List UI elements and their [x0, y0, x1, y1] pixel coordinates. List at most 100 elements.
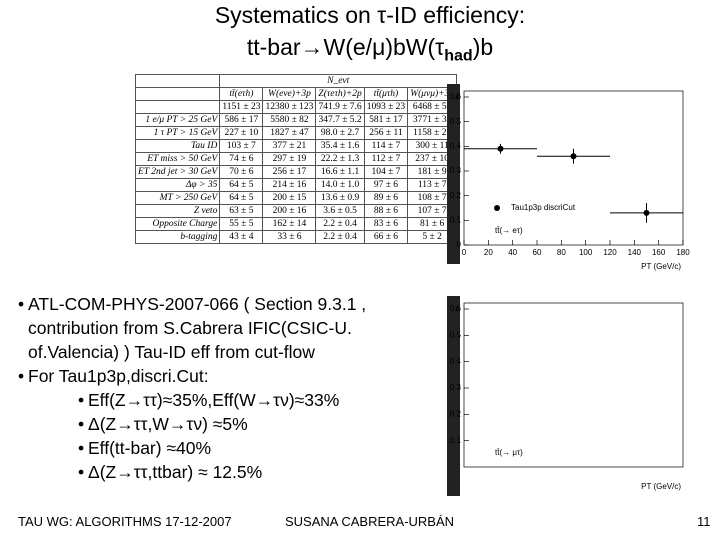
x-tick-label: 80: [557, 248, 566, 257]
y-tick-label: 0.4: [450, 357, 462, 366]
row-label: [134, 100, 221, 114]
table-row: Z veto 63 ± 5 200 ± 16 3.6 ± 0.5 88 ± 6 107 ±…: [134, 204, 458, 218]
table-cell: 5580 ± 82: [262, 113, 317, 127]
table-cell: 103 ± 7: [219, 139, 264, 153]
data-point: [570, 153, 577, 160]
edge-bar: [447, 296, 460, 496]
column-header: Z(τeτh)+2p: [315, 87, 365, 101]
row-label: 1 e/μ PT > 25 GeV: [134, 113, 221, 127]
row-label: MT > 250 GeV: [134, 191, 221, 205]
table-cell: 741.9 ± 7.6: [315, 100, 365, 114]
y-tick-label: 0: [457, 240, 462, 249]
bullet-list: ATL-COM-PHYS-2007-066 ( Section 9.3.1 , …: [18, 292, 438, 484]
bullet: For Tau1p3p,discri.Cut:: [18, 364, 438, 388]
x-tick-label: 0: [462, 248, 467, 257]
table-cell: 64 ± 5: [219, 191, 264, 205]
x-tick-label: 140: [628, 248, 642, 257]
table-cell: 377 ± 21: [262, 139, 317, 153]
row-label: Tau ID: [134, 139, 221, 153]
table-cell: 13.6 ± 0.9: [315, 191, 365, 205]
column-header: W(eνe)+3p: [262, 87, 317, 101]
table-cell: 35.4 ± 1.6: [315, 139, 365, 153]
edge-bar: [447, 84, 460, 264]
x-tick-label: 20: [484, 248, 493, 257]
process-label: tt̄(→ μτ): [495, 448, 523, 457]
table-row: 1 e/μ PT > 25 GeV 586 ± 17 5580 ± 82 347.7 …: [134, 113, 458, 127]
row-label: ET miss > 50 GeV: [134, 152, 221, 166]
blank-cell: [134, 74, 221, 88]
table-row: ET 2nd jet > 30 GeV 70 ± 6 256 ± 17 16.6 ± …: [134, 165, 458, 179]
table-cell: 97 ± 6: [363, 178, 409, 192]
cutflow-table: N_evt tt̄(eτh) W(eνe)+3p Z(τeτh)+2p tt̄(μτh)…: [134, 74, 458, 244]
table-cell: 1093 ± 23: [363, 100, 409, 114]
column-header: tt̄(μτh): [363, 87, 409, 101]
table-row: Δφ > 35 64 ± 5 214 ± 16 14.0 ± 1.0 97 ± 6 113…: [134, 178, 458, 192]
y-tick-label: 0.3: [450, 383, 462, 392]
table-cell: 98.0 ± 2.7: [315, 126, 365, 140]
table-row: Opposite Charge 55 ± 5 162 ± 14 2.2 ± 0.4 83…: [134, 217, 458, 231]
caption-cell: N_evt: [219, 74, 458, 88]
column-header: tt̄(eτh): [219, 87, 264, 101]
x-tick-label: 60: [533, 248, 542, 257]
y-tick-label: 0.5: [450, 117, 462, 126]
table-cell: 22.2 ± 1.3: [315, 152, 365, 166]
bullet: ATL-COM-PHYS-2007-066 ( Section 9.3.1 , …: [18, 292, 438, 364]
table-cell: 89 ± 6: [363, 191, 409, 205]
x-tick-label: 160: [652, 248, 666, 257]
title-part: )b: [472, 34, 494, 60]
table-cell: 256 ± 11: [363, 126, 409, 140]
table-row: Tau ID 103 ± 7 377 ± 21 35.4 ± 1.6 114 ± 7 30…: [134, 139, 458, 153]
table-cell: 2.2 ± 0.4: [315, 217, 365, 231]
table-cell: 214 ± 16: [262, 178, 317, 192]
table-cell: 5 ± 2: [407, 230, 458, 244]
table-cell: 1827 ± 47: [262, 126, 317, 140]
x-axis-label: PT (GeV/c): [641, 262, 681, 271]
row-label: Z veto: [134, 204, 221, 218]
table-cell: 66 ± 6: [363, 230, 409, 244]
title-sub: had: [444, 47, 473, 65]
table-cell: 63 ± 5: [219, 204, 264, 218]
sub-bullet: Δ(Z→ττ,ttbar) ≈ 12.5%: [18, 460, 438, 484]
x-tick-label: 180: [676, 248, 690, 257]
process-label: tt̄(→ eτ): [495, 226, 523, 235]
table-cell: 33 ± 6: [262, 230, 317, 244]
y-tick-label: 0.6: [450, 92, 462, 101]
y-tick-label: 0.1: [450, 436, 462, 445]
page-number: 11: [697, 514, 711, 529]
y-tick-label: 0.4: [450, 141, 462, 150]
x-tick-label: 100: [579, 248, 593, 257]
table-cell: 88 ± 6: [363, 204, 409, 218]
table-cell: 14.0 ± 1.0: [315, 178, 365, 192]
footer-left: TAU WG: ALGORITHMS 17-12-2007: [18, 514, 232, 529]
table-cell: 581 ± 17: [363, 113, 409, 127]
data-point: [497, 145, 504, 152]
row-label: 1 τ PT > 15 GeV: [134, 126, 221, 140]
sub-bullet: Eff(tt-bar) ≈40%: [18, 436, 438, 460]
y-tick-label: 0.3: [450, 166, 462, 175]
table-cell: 297 ± 19: [262, 152, 317, 166]
table-cell: 83 ± 6: [363, 217, 409, 231]
table-cell: 1151 ± 23: [219, 100, 264, 114]
table-cell: 104 ± 7: [363, 165, 409, 179]
table-cell: 43 ± 4: [219, 230, 264, 244]
table-cell: 256 ± 17: [262, 165, 317, 179]
table-head: N_evt tt̄(eτh) W(eνe)+3p Z(τeτh)+2p tt̄(μτh)…: [134, 74, 458, 101]
table-row: ET miss > 50 GeV 74 ± 6 297 ± 19 22.2 ± 1.3…: [134, 152, 458, 166]
table-cell: 200 ± 16: [262, 204, 317, 218]
y-axis-label: ε: [455, 304, 459, 313]
table-cell: 112 ± 7: [363, 152, 409, 166]
plot: 0 0.1 0.2 0.3 0.4 0.5 0.6ε 0 20 40 60 80 100 120 140 16…: [447, 84, 690, 271]
table-cell: 70 ± 6: [219, 165, 264, 179]
table-body: 1151 ± 23 12380 ± 123 741.9 ± 7.6 1093 ± 23…: [134, 100, 458, 244]
table-cell: 55 ± 5: [219, 217, 264, 231]
y-tick-label: 0.1: [450, 215, 462, 224]
table-cell: 16.6 ± 1.1: [315, 165, 365, 179]
table-row: MT > 250 GeV 64 ± 5 200 ± 15 13.6 ± 0.9 89 ±…: [134, 191, 458, 205]
y-tick-label: 0.2: [450, 409, 462, 418]
x-axis-label: PT (GeV/c): [641, 482, 681, 491]
title-line: Systematics on τ-ID efficiency:: [214, 2, 526, 28]
row-label: Opposite Charge: [134, 217, 221, 231]
table-row: 1151 ± 23 12380 ± 123 741.9 ± 7.6 1093 ± 23…: [134, 100, 458, 114]
x-tick-label: 120: [603, 248, 617, 257]
